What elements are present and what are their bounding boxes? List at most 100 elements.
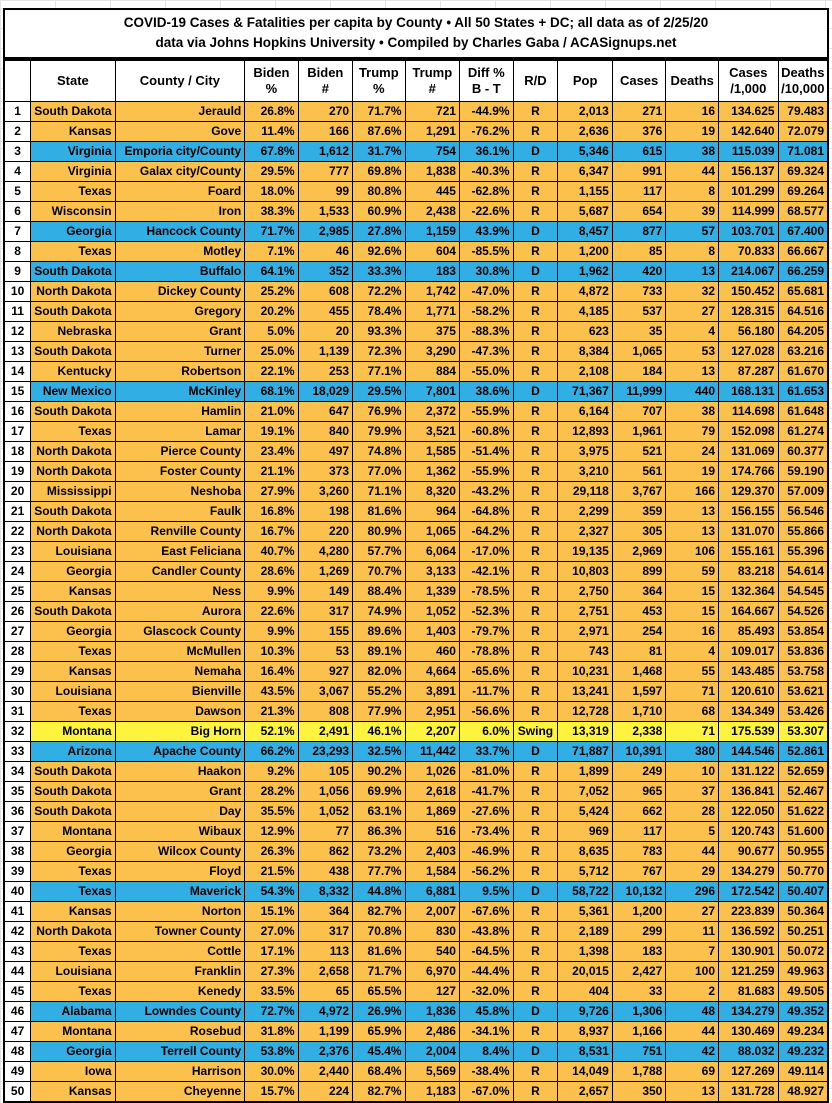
biden-pct-cell[interactable]: 16.4% <box>244 661 299 682</box>
biden-count-cell[interactable]: 317 <box>297 601 354 622</box>
state-cell[interactable]: Kansas <box>30 581 116 602</box>
biden-count-cell[interactable]: 253 <box>297 361 354 382</box>
diff-pct-cell[interactable]: -55.9% <box>458 401 514 422</box>
county-cell[interactable]: Franklin <box>114 961 246 982</box>
trump-pct-cell[interactable]: 70.8% <box>352 921 406 942</box>
county-cell[interactable]: Apache County <box>114 741 246 762</box>
diff-pct-cell[interactable]: -62.8% <box>458 181 514 202</box>
cases-cell[interactable]: 2,427 <box>611 961 667 982</box>
cases-per-1000-cell[interactable]: 56.180 <box>718 321 779 342</box>
population-cell[interactable]: 29,118 <box>557 481 613 502</box>
biden-pct-cell[interactable]: 67.8% <box>244 141 299 162</box>
cases-per-1000-cell[interactable]: 90.677 <box>718 841 779 862</box>
party-cell[interactable]: R <box>512 1061 559 1082</box>
deaths-cell[interactable]: 106 <box>665 541 720 562</box>
cases-cell[interactable]: 359 <box>611 501 667 522</box>
deaths-cell[interactable]: 15 <box>665 581 720 602</box>
state-cell[interactable]: Louisiana <box>30 681 116 702</box>
diff-pct-cell[interactable]: -38.4% <box>458 1061 514 1082</box>
state-cell[interactable]: Montana <box>30 821 116 842</box>
state-cell[interactable]: Texas <box>30 701 116 722</box>
biden-pct-cell[interactable]: 18.0% <box>244 181 299 202</box>
cases-per-1000-cell[interactable]: 136.592 <box>718 921 779 942</box>
biden-pct-cell[interactable]: 35.5% <box>244 801 299 822</box>
cases-per-1000-cell[interactable]: 214.067 <box>718 261 779 282</box>
trump-count-cell[interactable]: 6,881 <box>404 881 460 902</box>
cases-cell[interactable]: 35 <box>611 321 667 342</box>
state-cell[interactable]: Virginia <box>30 161 116 182</box>
cases-per-1000-cell[interactable]: 152.098 <box>718 421 779 442</box>
trump-count-cell[interactable]: 1,585 <box>404 441 460 462</box>
rank-cell[interactable]: 49 <box>3 1061 32 1082</box>
trump-pct-cell[interactable]: 79.9% <box>352 421 406 442</box>
cases-cell[interactable]: 965 <box>611 781 667 802</box>
biden-pct-cell[interactable]: 27.0% <box>244 921 299 942</box>
population-cell[interactable]: 1,200 <box>557 241 613 262</box>
trump-pct-cell[interactable]: 77.9% <box>352 701 406 722</box>
biden-count-cell[interactable]: 3,067 <box>297 681 354 702</box>
county-cell[interactable]: Pierce County <box>114 441 246 462</box>
trump-pct-cell[interactable]: 86.3% <box>352 821 406 842</box>
population-cell[interactable]: 5,712 <box>557 861 613 882</box>
cases-per-1000-cell[interactable]: 134.349 <box>718 701 779 722</box>
rank-cell[interactable]: 12 <box>3 321 32 342</box>
deaths-cell[interactable]: 71 <box>665 721 720 742</box>
cases-per-1000-cell[interactable]: 155.161 <box>718 541 779 562</box>
biden-count-cell[interactable]: 46 <box>297 241 354 262</box>
biden-pct-cell[interactable]: 22.6% <box>244 601 299 622</box>
biden-pct-cell[interactable]: 9.9% <box>244 621 299 642</box>
deaths-per-10000-cell[interactable]: 61.670 <box>777 361 829 382</box>
cases-cell[interactable]: 117 <box>611 821 667 842</box>
biden-count-cell[interactable]: 8,332 <box>297 881 354 902</box>
rank-cell[interactable]: 9 <box>3 261 32 282</box>
cases-per-1000-cell[interactable]: 88.032 <box>718 1041 779 1062</box>
biden-count-cell[interactable]: 2,376 <box>297 1041 354 1062</box>
trump-pct-cell[interactable]: 69.9% <box>352 781 406 802</box>
cases-cell[interactable]: 305 <box>611 521 667 542</box>
biden-count-cell[interactable]: 862 <box>297 841 354 862</box>
trump-count-cell[interactable]: 1,584 <box>404 861 460 882</box>
state-cell[interactable]: North Dakota <box>30 921 116 942</box>
county-cell[interactable]: Cottle <box>114 941 246 962</box>
biden-pct-cell[interactable]: 31.8% <box>244 1021 299 1042</box>
diff-pct-cell[interactable]: -27.6% <box>458 801 514 822</box>
column-header-trump-count[interactable]: Trump # <box>404 59 460 102</box>
trump-pct-cell[interactable]: 46.1% <box>352 721 406 742</box>
deaths-per-10000-cell[interactable]: 52.659 <box>777 761 829 782</box>
population-cell[interactable]: 13,241 <box>557 681 613 702</box>
county-cell[interactable]: Wibaux <box>114 821 246 842</box>
party-cell[interactable]: R <box>512 341 559 362</box>
state-cell[interactable]: Louisiana <box>30 961 116 982</box>
trump-pct-cell[interactable]: 70.7% <box>352 561 406 582</box>
biden-count-cell[interactable]: 2,491 <box>297 721 354 742</box>
deaths-cell[interactable]: 296 <box>665 881 720 902</box>
state-cell[interactable]: North Dakota <box>30 461 116 482</box>
trump-pct-cell[interactable]: 71.7% <box>352 101 406 122</box>
population-cell[interactable]: 404 <box>557 981 613 1002</box>
cases-cell[interactable]: 81 <box>611 641 667 662</box>
trump-count-cell[interactable]: 1,403 <box>404 621 460 642</box>
party-cell[interactable]: R <box>512 481 559 502</box>
state-cell[interactable]: Louisiana <box>30 541 116 562</box>
rank-cell[interactable]: 16 <box>3 401 32 422</box>
state-cell[interactable]: North Dakota <box>30 521 116 542</box>
cases-per-1000-cell[interactable]: 131.070 <box>718 521 779 542</box>
population-cell[interactable]: 3,975 <box>557 441 613 462</box>
population-cell[interactable]: 10,231 <box>557 661 613 682</box>
cases-cell[interactable]: 733 <box>611 281 667 302</box>
population-cell[interactable]: 12,728 <box>557 701 613 722</box>
diff-pct-cell[interactable]: -64.2% <box>458 521 514 542</box>
trump-pct-cell[interactable]: 65.5% <box>352 981 406 1002</box>
cases-cell[interactable]: 85 <box>611 241 667 262</box>
trump-pct-cell[interactable]: 93.3% <box>352 321 406 342</box>
party-cell[interactable]: R <box>512 241 559 262</box>
diff-pct-cell[interactable]: -56.6% <box>458 701 514 722</box>
trump-pct-cell[interactable]: 68.4% <box>352 1061 406 1082</box>
party-cell[interactable]: R <box>512 621 559 642</box>
biden-pct-cell[interactable]: 12.9% <box>244 821 299 842</box>
biden-count-cell[interactable]: 53 <box>297 641 354 662</box>
cases-per-1000-cell[interactable]: 134.625 <box>718 101 779 122</box>
rank-cell[interactable]: 46 <box>3 1001 32 1022</box>
county-cell[interactable]: McKinley <box>114 381 246 402</box>
biden-pct-cell[interactable]: 25.2% <box>244 281 299 302</box>
